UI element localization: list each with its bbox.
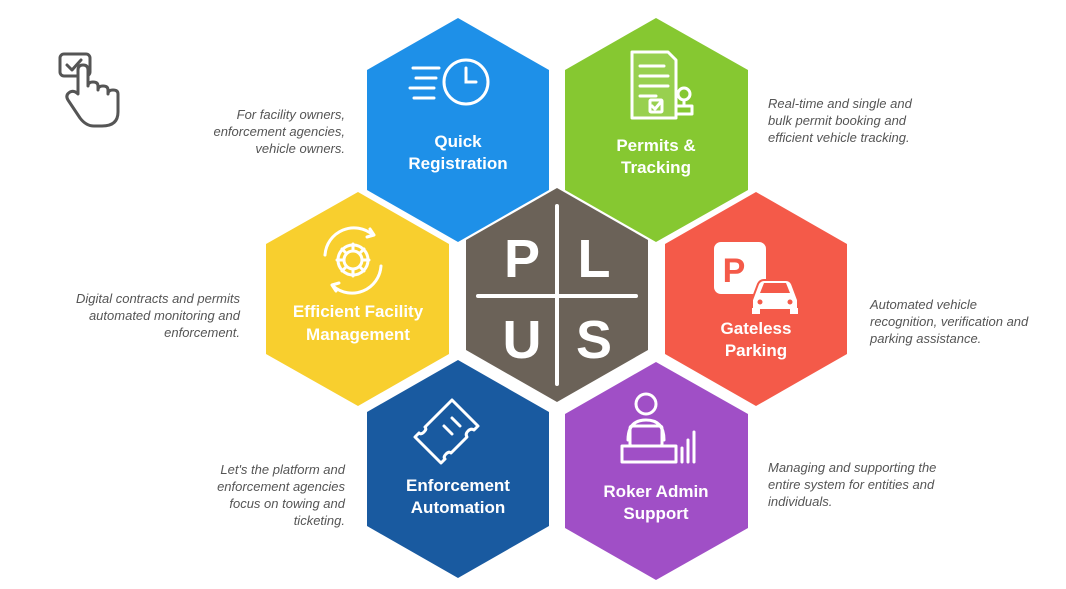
hex-bg-quick-registration xyxy=(367,18,549,242)
desc-gateless-parking: Automated vehicle recognition, verificat… xyxy=(870,297,1029,346)
plus-cross xyxy=(476,204,638,386)
permit-document-icon xyxy=(630,50,694,120)
title-line-1: Enforcement xyxy=(406,476,510,495)
hex-bg-roker-admin-support xyxy=(565,362,748,580)
title-line-2: Management xyxy=(306,325,410,344)
title-line-1: Permits & xyxy=(616,136,695,155)
hex-bg-enforcement-automation xyxy=(367,360,549,578)
parking-car-icon: P xyxy=(714,242,799,314)
hex-permits-tracking: Permits & Tracking xyxy=(565,18,748,242)
admin-desk-icon xyxy=(620,392,696,464)
desc-efficient-facility-management: Digital contracts and permits automated … xyxy=(75,291,240,340)
touch-checkbox-icon xyxy=(58,52,120,128)
title-line-1: Efficient Facility xyxy=(293,302,424,321)
hex-roker-admin-support: Roker Admin Support xyxy=(565,362,748,580)
clock-icon xyxy=(408,58,490,106)
letter-s: S xyxy=(576,310,612,370)
hex-efficient-facility-management: Efficient Facility Management xyxy=(266,192,449,406)
letter-l: L xyxy=(578,229,611,289)
title-line-2: Support xyxy=(623,504,688,523)
title-line-1: Roker Admin xyxy=(603,482,708,501)
svg-text:P: P xyxy=(723,252,746,290)
ticket-icon xyxy=(413,398,480,465)
title-line-2: Parking xyxy=(725,341,787,360)
hex-quick-registration: Quick Registration xyxy=(367,18,549,242)
hex-gateless-parking: P Gateless Parking xyxy=(665,192,847,406)
title-line-1: Gateless xyxy=(721,319,792,338)
desc-permits-tracking: Real-time and single and bulk permit boo… xyxy=(768,96,912,145)
hex-center-plus: P L U S xyxy=(466,188,648,402)
letter-p: P xyxy=(504,229,540,289)
title-line-2: Automation xyxy=(411,498,505,517)
title-line-1: Quick xyxy=(434,132,482,151)
gear-icon xyxy=(323,226,383,295)
hex-enforcement-automation: Enforcement Automation xyxy=(367,360,549,578)
desc-roker-admin-support: Managing and supporting the entire syste… xyxy=(768,460,937,509)
hex-bg-permits-tracking xyxy=(565,18,748,242)
letter-u: U xyxy=(503,310,542,370)
desc-quick-registration: For facility owners, enforcement agencie… xyxy=(213,107,345,156)
desc-enforcement-automation: Let's the platform and enforcement agenc… xyxy=(217,462,345,528)
hex-bg-efficient-facility-management xyxy=(266,192,449,406)
title-line-2: Registration xyxy=(408,154,507,173)
title-line-2: Tracking xyxy=(621,158,691,177)
